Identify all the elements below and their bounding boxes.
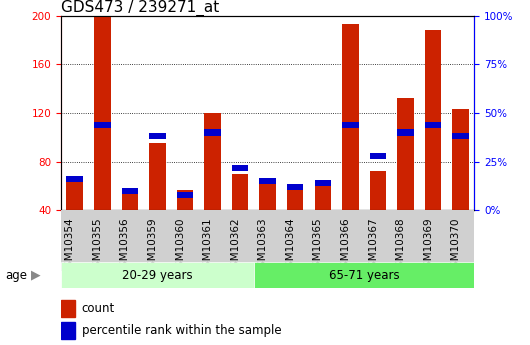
Text: GSM10360: GSM10360 — [175, 218, 185, 274]
Bar — [369, 153, 386, 159]
Bar — [66, 176, 83, 182]
Bar — [61, 322, 75, 339]
Text: GSM10361: GSM10361 — [202, 218, 213, 274]
Bar — [176, 190, 193, 210]
Text: GSM10368: GSM10368 — [395, 218, 405, 274]
Text: GSM10364: GSM10364 — [285, 218, 295, 274]
Bar — [287, 184, 304, 190]
Bar — [61, 262, 254, 288]
Bar — [425, 122, 441, 128]
Bar — [342, 24, 359, 210]
Bar — [94, 122, 111, 128]
Bar — [176, 192, 193, 198]
Bar — [452, 133, 469, 139]
Text: GSM10370: GSM10370 — [450, 218, 461, 274]
Text: GSM10363: GSM10363 — [258, 218, 268, 274]
Bar — [149, 144, 166, 210]
Text: GSM10359: GSM10359 — [147, 218, 157, 274]
Text: GSM10369: GSM10369 — [423, 218, 433, 274]
Bar — [259, 183, 276, 210]
Bar — [369, 171, 386, 210]
Bar — [149, 133, 166, 139]
Bar — [342, 122, 359, 128]
Bar — [121, 188, 138, 194]
Text: GSM10367: GSM10367 — [368, 218, 378, 274]
Bar — [254, 262, 474, 288]
Text: count: count — [82, 302, 115, 315]
Text: 20-29 years: 20-29 years — [122, 269, 193, 282]
Bar — [452, 109, 469, 210]
Bar — [397, 129, 414, 136]
Bar — [204, 129, 221, 136]
Text: ▶: ▶ — [31, 269, 40, 282]
Text: 65-71 years: 65-71 years — [329, 269, 400, 282]
Text: GSM10366: GSM10366 — [340, 218, 350, 274]
Text: GSM10354: GSM10354 — [65, 218, 75, 274]
Text: GSM10355: GSM10355 — [92, 218, 102, 274]
Bar — [287, 188, 304, 210]
Text: GSM10365: GSM10365 — [313, 218, 323, 274]
Text: GSM10356: GSM10356 — [120, 218, 130, 274]
Bar — [94, 16, 111, 210]
Bar — [314, 180, 331, 186]
Text: percentile rank within the sample: percentile rank within the sample — [82, 324, 281, 337]
Bar — [232, 174, 249, 210]
Bar — [259, 178, 276, 184]
Bar — [314, 184, 331, 210]
Text: age: age — [5, 269, 28, 282]
Bar — [66, 180, 83, 210]
Bar — [61, 300, 75, 317]
Text: GDS473 / 239271_at: GDS473 / 239271_at — [61, 0, 219, 16]
Bar — [204, 113, 221, 210]
Bar — [121, 190, 138, 210]
Bar — [232, 165, 249, 171]
Bar — [397, 98, 414, 210]
Bar — [425, 30, 441, 210]
Text: GSM10362: GSM10362 — [230, 218, 240, 274]
